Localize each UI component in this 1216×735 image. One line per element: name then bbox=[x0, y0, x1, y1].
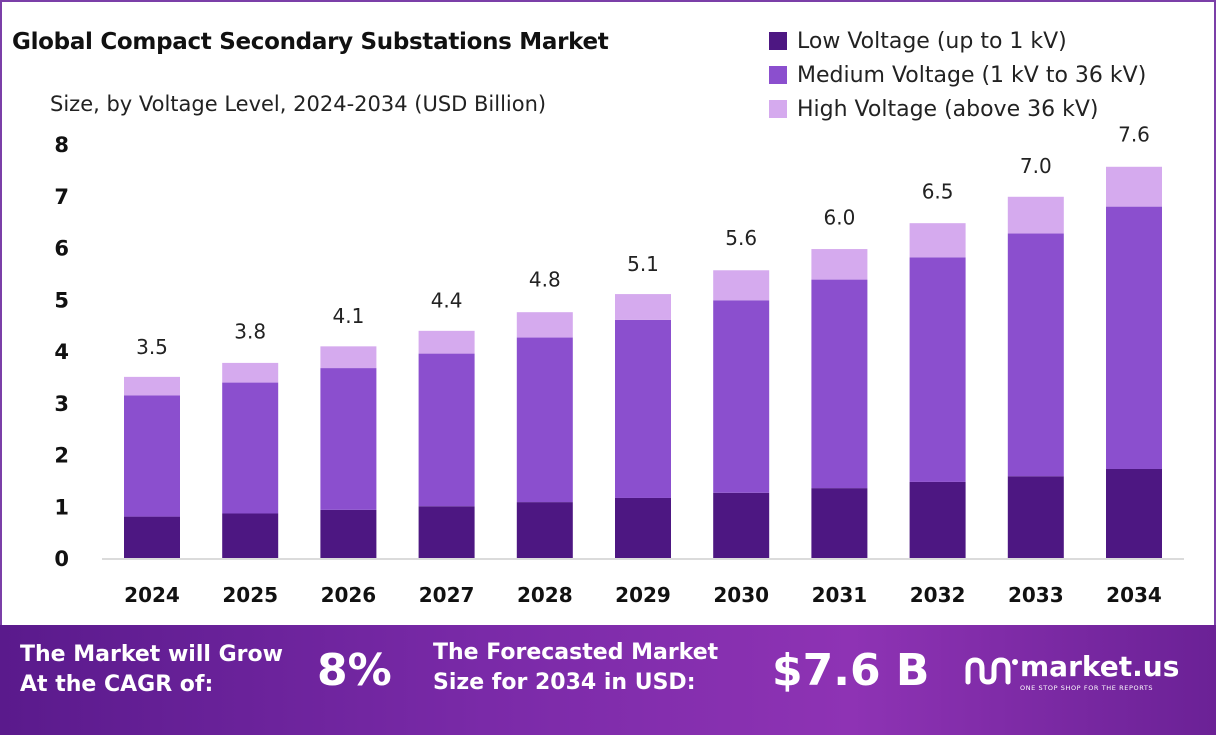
bar-segment-low-voltage bbox=[811, 488, 868, 558]
x-tick-label: 2033 bbox=[1008, 583, 1064, 607]
bar-segment-medium-voltage bbox=[222, 382, 279, 514]
bar-segment-medium-voltage bbox=[320, 368, 377, 510]
y-tick-label: 0 bbox=[54, 547, 69, 571]
bar-segment-high-voltage bbox=[418, 330, 475, 354]
bar-segment-high-voltage bbox=[811, 249, 868, 280]
chart-plot: 0 1 2 3 4 5 6 7 8 3.5 2024 3.8 2025 4.1 2026 4.4 2027 4.8… bbox=[54, 123, 1184, 607]
y-tick-label: 2 bbox=[54, 444, 69, 468]
legend-label-low-voltage: Low Voltage (up to 1 kV) bbox=[797, 28, 1067, 54]
y-tick-label: 6 bbox=[54, 237, 69, 261]
y-tick-label: 8 bbox=[54, 133, 69, 157]
x-tick-label: 2025 bbox=[222, 583, 278, 607]
bar-segment-high-voltage bbox=[124, 376, 180, 396]
bar-segment-medium-voltage bbox=[909, 257, 966, 482]
forecast-value: $7.6 B bbox=[772, 645, 930, 696]
legend-swatch-high-voltage bbox=[769, 100, 787, 118]
bar-segment-low-voltage bbox=[909, 481, 966, 558]
bar-total-label: 5.6 bbox=[725, 226, 757, 250]
bar-segment-low-voltage bbox=[320, 509, 377, 558]
y-tick-label: 7 bbox=[54, 185, 69, 209]
bar-segment-medium-voltage bbox=[124, 395, 180, 517]
bar-total-label: 4.8 bbox=[529, 268, 561, 292]
brand-logo: market.us ONE STOP SHOP FOR THE REPORTS bbox=[962, 652, 1179, 692]
legend-swatch-medium-voltage bbox=[769, 66, 787, 84]
brand-logo-icon bbox=[965, 657, 1018, 685]
y-tick-label: 5 bbox=[54, 288, 69, 312]
bar-segment-medium-voltage bbox=[713, 300, 770, 493]
x-tick-label: 2030 bbox=[713, 583, 769, 607]
bar-total-label: 3.8 bbox=[234, 319, 266, 343]
bar-segment-low-voltage bbox=[222, 513, 279, 558]
y-tick-label: 4 bbox=[54, 340, 69, 364]
bar-total-label: 6.0 bbox=[823, 206, 855, 230]
bar-total-label: 7.6 bbox=[1118, 123, 1150, 147]
bar-segment-medium-voltage bbox=[516, 337, 573, 503]
cagr-value: 8% bbox=[317, 645, 392, 696]
cagr-caption: The Market will Grow At the CAGR of: bbox=[20, 640, 283, 700]
x-tick-label: 2034 bbox=[1106, 583, 1162, 607]
bar-segment-high-voltage bbox=[713, 270, 770, 301]
bar-total-label: 5.1 bbox=[627, 252, 659, 276]
cagr-caption-line1: The Market will Grow bbox=[20, 642, 283, 667]
bar-total-label: 3.5 bbox=[136, 335, 168, 359]
legend-swatch-low-voltage bbox=[769, 32, 787, 50]
y-tick-label: 3 bbox=[54, 392, 69, 416]
bar-segment-high-voltage bbox=[1007, 196, 1064, 234]
brand-tagline: ONE STOP SHOP FOR THE REPORTS bbox=[1020, 683, 1154, 692]
legend-item-medium-voltage: Medium Voltage (1 kV to 36 kV) bbox=[769, 58, 1146, 92]
bar-total-label: 7.0 bbox=[1020, 154, 1052, 178]
forecast-caption: The Forecasted Market Size for 2034 in U… bbox=[433, 638, 718, 698]
x-tick-label: 2031 bbox=[812, 583, 868, 607]
brand-text: market.us ONE STOP SHOP FOR THE REPORTS bbox=[1020, 649, 1180, 692]
bar-segment-low-voltage bbox=[615, 497, 671, 558]
bar-segment-high-voltage bbox=[1106, 166, 1162, 207]
x-tick-label: 2027 bbox=[419, 583, 475, 607]
chart-legend: Low Voltage (up to 1 kV) Medium Voltage … bbox=[769, 24, 1146, 126]
bar-segment-low-voltage bbox=[124, 516, 180, 558]
bar-segment-low-voltage bbox=[1007, 476, 1064, 558]
bar-segment-high-voltage bbox=[516, 312, 573, 338]
bar-segment-medium-voltage bbox=[811, 279, 868, 489]
bar-segment-low-voltage bbox=[713, 492, 770, 558]
x-tick-label: 2028 bbox=[517, 583, 573, 607]
legend-item-high-voltage: High Voltage (above 36 kV) bbox=[769, 92, 1146, 126]
cagr-caption-line2: At the CAGR of: bbox=[20, 672, 214, 697]
bar-segment-high-voltage bbox=[615, 294, 671, 320]
bar-segment-low-voltage bbox=[1106, 468, 1162, 558]
x-tick-label: 2024 bbox=[124, 583, 180, 607]
bar-segment-medium-voltage bbox=[418, 353, 475, 507]
x-tick-label: 2029 bbox=[615, 583, 671, 607]
chart-subtitle: Size, by Voltage Level, 2024-2034 (USD B… bbox=[50, 92, 547, 116]
footer-banner: The Market will Grow At the CAGR of: 8% … bbox=[0, 625, 1216, 735]
y-tick-label: 1 bbox=[54, 495, 69, 519]
bar-total-label: 4.1 bbox=[332, 304, 364, 328]
bar-total-label: 4.4 bbox=[431, 288, 463, 312]
bar-segment-medium-voltage bbox=[615, 319, 671, 498]
legend-item-low-voltage: Low Voltage (up to 1 kV) bbox=[769, 24, 1146, 58]
chart-title: Global Compact Secondary Substations Mar… bbox=[12, 29, 609, 55]
bar-segment-high-voltage bbox=[222, 362, 279, 383]
bar-segment-low-voltage bbox=[516, 502, 573, 558]
x-tick-label: 2026 bbox=[321, 583, 377, 607]
bar-segment-high-voltage bbox=[909, 223, 966, 258]
brand-name: market.us bbox=[1020, 649, 1180, 683]
legend-label-high-voltage: High Voltage (above 36 kV) bbox=[797, 96, 1099, 122]
forecast-caption-line1: The Forecasted Market bbox=[433, 640, 719, 665]
legend-label-medium-voltage: Medium Voltage (1 kV to 36 kV) bbox=[797, 62, 1147, 88]
bar-total-label: 6.5 bbox=[922, 180, 954, 204]
bar-segment-medium-voltage bbox=[1007, 233, 1064, 477]
x-tick-label: 2032 bbox=[910, 583, 966, 607]
bar-segment-low-voltage bbox=[418, 506, 475, 558]
forecast-caption-line2: Size for 2034 in USD: bbox=[433, 670, 696, 695]
bar-segment-high-voltage bbox=[320, 346, 377, 369]
bar-segment-medium-voltage bbox=[1106, 206, 1162, 469]
